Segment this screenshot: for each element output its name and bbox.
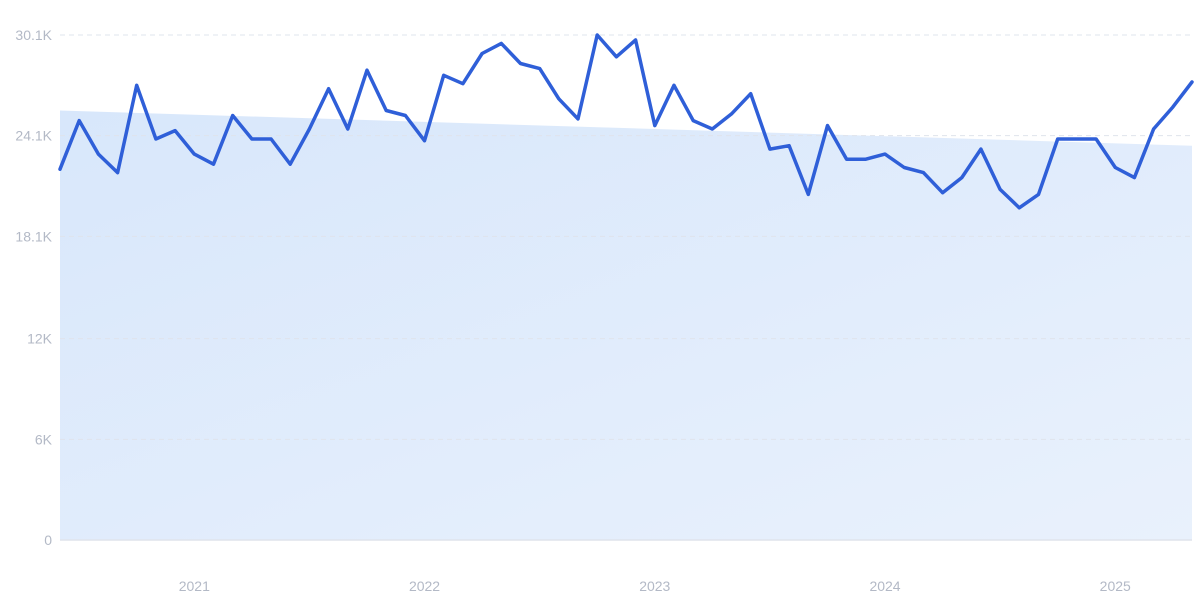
y-tick-label: 12K (27, 331, 53, 347)
data-point (403, 114, 407, 118)
data-point (730, 112, 734, 116)
data-point (518, 62, 522, 66)
y-tick-label: 0 (44, 532, 52, 548)
data-point (557, 97, 561, 101)
data-point (116, 171, 120, 175)
data-point (941, 191, 945, 195)
data-point (960, 176, 964, 180)
data-point (288, 162, 292, 166)
data-point (442, 73, 446, 77)
data-point (173, 129, 177, 133)
data-point (1056, 137, 1060, 141)
y-tick-label: 6K (35, 431, 53, 447)
data-point (845, 157, 849, 161)
data-point (595, 33, 599, 37)
data-point (691, 119, 695, 123)
trend-area-layer (60, 110, 1192, 540)
data-point (1171, 105, 1175, 109)
y-tick-label: 30.1K (15, 27, 52, 43)
data-point (1132, 176, 1136, 180)
data-point (576, 117, 580, 121)
data-point (499, 41, 503, 45)
data-point (710, 127, 714, 131)
data-point (787, 144, 791, 148)
x-tick-label: 2021 (179, 578, 210, 594)
data-point (211, 162, 215, 166)
data-point (327, 87, 331, 91)
data-point (269, 137, 273, 141)
x-tick-label: 2023 (639, 578, 670, 594)
data-point (461, 82, 465, 86)
y-tick-label: 24.1K (15, 128, 52, 144)
x-tick-label: 2024 (869, 578, 900, 594)
data-point (231, 114, 235, 118)
data-point (825, 124, 829, 128)
x-tick-label: 2022 (409, 578, 440, 594)
data-point (921, 171, 925, 175)
data-point (1075, 137, 1079, 141)
data-point (96, 152, 100, 156)
data-point (1017, 206, 1021, 210)
data-point (77, 119, 81, 123)
data-point (1190, 80, 1194, 84)
y-tick-label: 18.1K (15, 228, 52, 244)
data-point (58, 167, 62, 171)
data-point (864, 157, 868, 161)
data-point (250, 137, 254, 141)
data-point (634, 38, 638, 42)
series-layer (58, 33, 1194, 210)
data-point (307, 127, 311, 131)
data-point (979, 147, 983, 151)
data-point (749, 92, 753, 96)
y-axis-ticks: 0 6K 12K 18.1K 24.1K 30.1K (15, 27, 52, 548)
data-points (58, 33, 1194, 210)
data-point (902, 166, 906, 170)
x-tick-label: 2025 (1100, 578, 1131, 594)
data-point (346, 127, 350, 131)
data-point (192, 152, 196, 156)
data-point (480, 51, 484, 55)
data-point (806, 192, 810, 196)
data-point (768, 147, 772, 151)
data-point (1037, 192, 1041, 196)
data-point (154, 137, 158, 141)
data-point (135, 83, 139, 87)
data-point (538, 67, 542, 71)
data-point (423, 139, 427, 143)
x-axis-ticks: 2021 2022 2023 2024 2025 (179, 578, 1131, 594)
data-point (883, 152, 887, 156)
data-point (365, 68, 369, 72)
grid-layer (60, 34, 1192, 541)
trend-area (60, 110, 1192, 540)
series-line (58, 33, 1194, 210)
data-point (1152, 127, 1156, 131)
data-point (653, 124, 657, 128)
data-point (1113, 166, 1117, 170)
data-point (1094, 137, 1098, 141)
data-point (384, 108, 388, 112)
data-point (672, 83, 676, 87)
data-point (998, 187, 1002, 191)
data-point (614, 55, 618, 59)
